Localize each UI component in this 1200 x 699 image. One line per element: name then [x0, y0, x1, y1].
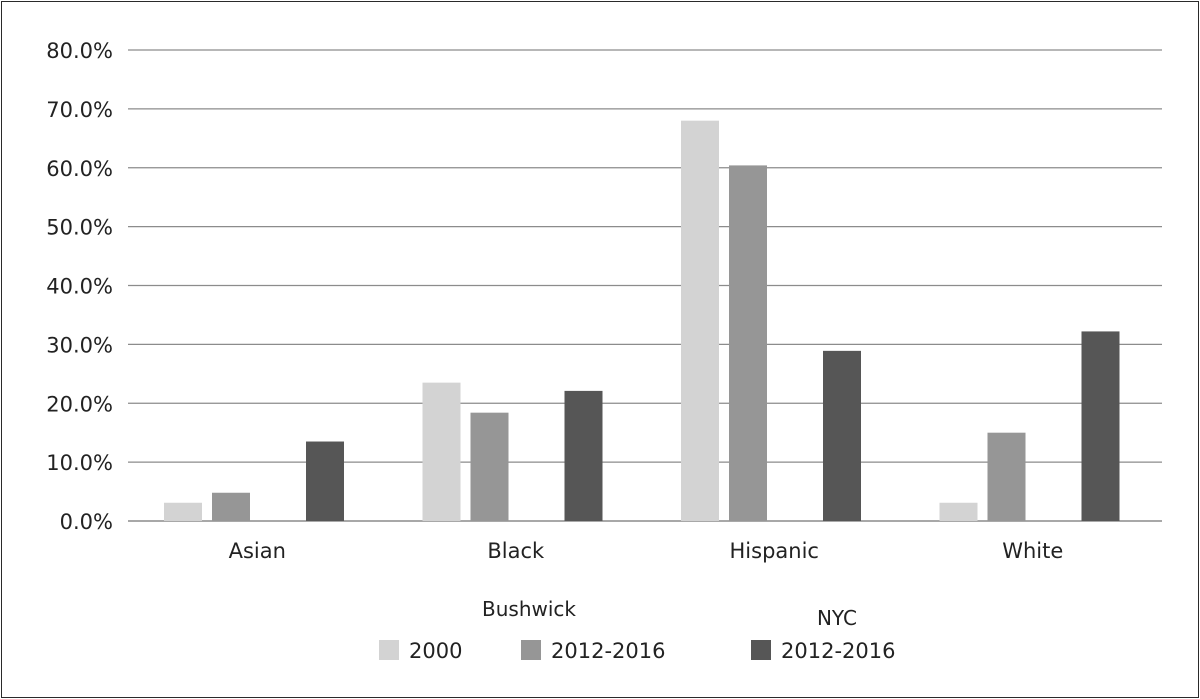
y-tick-label: 10.0% [46, 451, 113, 475]
y-tick-label: 80.0% [46, 39, 113, 63]
bar [306, 441, 344, 521]
x-tick-label: Asian [229, 539, 286, 563]
bar [564, 390, 603, 521]
legend-swatch [379, 640, 399, 660]
legend-group-label: NYC [817, 606, 857, 630]
y-tick-label: 70.0% [46, 98, 113, 122]
y-axis-tick-labels: 0.0% 10.0% 20.0% 30.0% 40.0% 50.0% 60.0% 70.0% 8… [46, 39, 113, 534]
legend-entry-label: 2012-2016 [781, 639, 895, 663]
bar [164, 502, 202, 521]
bar [212, 492, 250, 521]
legend: Bushwick NYC 2000 2012-2016 2012-2016 [379, 597, 895, 663]
bar [823, 350, 861, 521]
y-tick-label: 40.0% [46, 275, 113, 299]
x-axis-tick-labels: Asian Black Hispanic White [229, 539, 1064, 563]
legend-swatch [751, 640, 771, 660]
x-tick-label: Black [487, 539, 545, 563]
x-tick-label: White [1002, 539, 1063, 563]
bar [729, 165, 767, 521]
legend-entry-label: 2012-2016 [551, 639, 665, 663]
y-tick-label: 0.0% [60, 510, 113, 534]
y-tick-label: 20.0% [46, 392, 113, 416]
bar [987, 432, 1026, 521]
legend-entry-label: 2000 [409, 639, 462, 663]
bars [164, 120, 1120, 522]
y-tick-label: 50.0% [46, 216, 113, 240]
bar [939, 502, 978, 521]
bar [470, 412, 509, 521]
legend-swatch [521, 640, 541, 660]
bar [681, 120, 719, 522]
x-tick-label: Hispanic [730, 539, 819, 563]
bar [422, 382, 461, 521]
y-tick-label: 60.0% [46, 157, 113, 181]
bar [1081, 331, 1120, 521]
legend-group-label: Bushwick [482, 597, 576, 621]
y-tick-label: 30.0% [46, 333, 113, 357]
